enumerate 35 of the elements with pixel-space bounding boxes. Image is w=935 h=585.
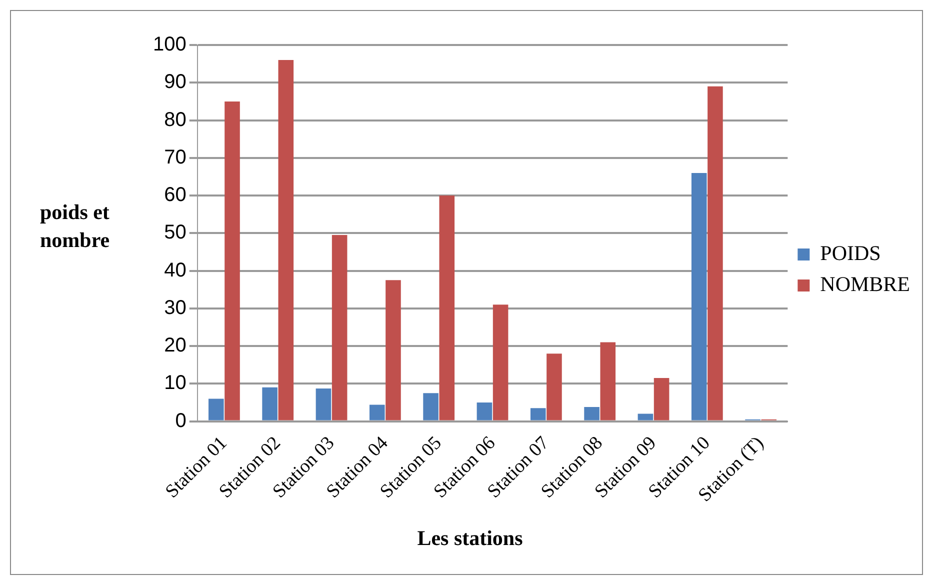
y-tick-label: 50 [164,222,186,244]
bar [316,388,332,420]
bar [439,196,455,420]
bar [332,235,348,420]
y-axis-title: poids et nombre [40,199,111,254]
y-tick-label: 70 [164,146,186,168]
bar [262,387,278,420]
bar [423,393,438,420]
bar [691,172,707,420]
y-tick-label: 10 [164,372,186,394]
y-tick-label: 40 [164,259,186,282]
bar [654,378,670,420]
bar [600,342,616,420]
bar [278,60,294,420]
bar [708,86,723,420]
bar [638,414,654,420]
bar [369,404,385,420]
bar [530,408,546,420]
y-tick-label: 80 [164,108,186,131]
legend-label: NOMBRE [820,272,910,296]
y-tick-label: 0 [175,410,186,432]
bar [208,398,224,420]
x-axis-title: Les stations [416,526,524,551]
bar [492,304,508,420]
bar [476,402,492,420]
legend-label: POIDS [820,241,881,266]
y-tick-label: 100 [152,34,186,56]
bar [386,280,401,420]
bar [546,354,562,420]
y-tick-label: 30 [164,296,186,319]
y-tick-label: 20 [164,334,186,357]
bar [224,101,240,420]
y-tick-label: 60 [164,184,186,206]
bar [584,406,600,420]
y-tick-label: 90 [164,71,186,94]
